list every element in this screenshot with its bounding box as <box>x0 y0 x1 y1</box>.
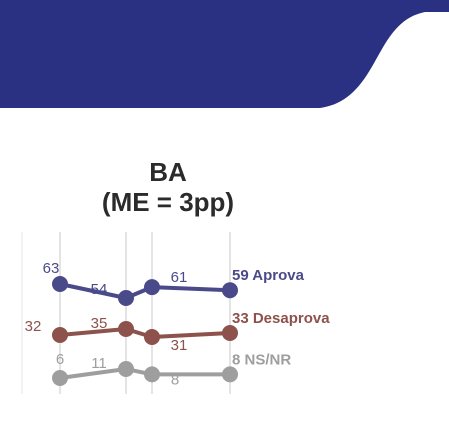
header-banner <box>0 0 449 108</box>
data-point-desaprova-3 <box>144 329 160 345</box>
series-line-aprova <box>59 282 231 300</box>
data-point-desaprova-1 <box>52 327 68 343</box>
data-label-aprova-3: 61 <box>171 269 188 286</box>
data-label-desaprova-3: 31 <box>171 337 188 354</box>
series-line-nsnr <box>59 367 230 380</box>
chart-subtitle: (ME = 3pp) <box>101 187 235 217</box>
data-label-aprova-2: 54 <box>91 281 108 298</box>
data-point-nsnr-2 <box>118 361 134 377</box>
data-label-aprova-1: 63 <box>43 260 60 277</box>
data-point-aprova-3 <box>144 279 160 296</box>
series-line-desaprova <box>59 327 231 339</box>
data-label-nsnr-1: 6 <box>56 351 64 368</box>
chart-title: BA <box>149 157 187 187</box>
data-point-desaprova-4 <box>222 325 238 341</box>
data-point-aprova-1 <box>52 276 68 292</box>
chart-title-block: BA (ME = 3pp) <box>40 157 296 217</box>
data-label-desaprova-2: 35 <box>91 315 108 332</box>
data-point-nsnr-3 <box>144 366 160 383</box>
end-label-aprova: 59 Aprova <box>232 267 305 284</box>
end-label-desaprova: 33 Desaprova <box>232 310 330 327</box>
end-label-nsnr: 8 NS/NR <box>232 351 291 368</box>
data-point-nsnr-4 <box>222 366 238 383</box>
data-label-nsnr-3: 8 <box>171 371 179 388</box>
data-label-desaprova-1: 32 <box>25 318 42 335</box>
data-point-desaprova-2 <box>118 321 134 337</box>
data-point-aprova-2 <box>118 290 134 306</box>
data-point-aprova-4 <box>222 282 238 299</box>
data-label-nsnr-2: 11 <box>91 355 107 372</box>
data-point-nsnr-1 <box>52 370 68 386</box>
